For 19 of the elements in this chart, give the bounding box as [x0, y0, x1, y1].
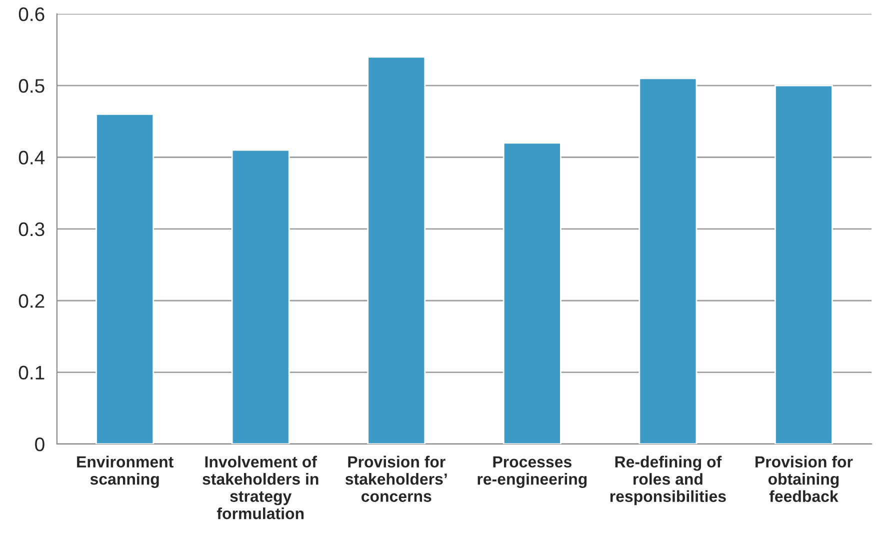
bar [502, 142, 562, 444]
x-tick-label: Provision for obtaining feedback [756, 456, 853, 502]
x-tick-label: Provision for stakeholders’ concerns [345, 456, 447, 502]
bar [367, 56, 426, 444]
bar [774, 84, 833, 444]
y-tick-label: 0 [35, 437, 44, 452]
bar [638, 78, 698, 444]
y-tick-label: 0.1 [18, 366, 44, 380]
y-tick-label: 0.3 [18, 222, 44, 236]
x-tick-label: Processes re-engineering [478, 456, 587, 488]
bar [231, 149, 290, 444]
y-tick-label: 0.5 [18, 79, 44, 93]
bar [96, 114, 154, 444]
x-tick-label: Environment scanning [77, 456, 174, 488]
y-tick-label: 0.4 [18, 150, 45, 164]
y-tick-label: 0.2 [18, 294, 44, 308]
y-tick-label: 0.6 [18, 7, 44, 22]
x-tick-label: Involvement of stakeholders in strategy formulation [202, 456, 318, 520]
x-tick-label: Re-defining of roles and responsibilities [610, 456, 726, 506]
